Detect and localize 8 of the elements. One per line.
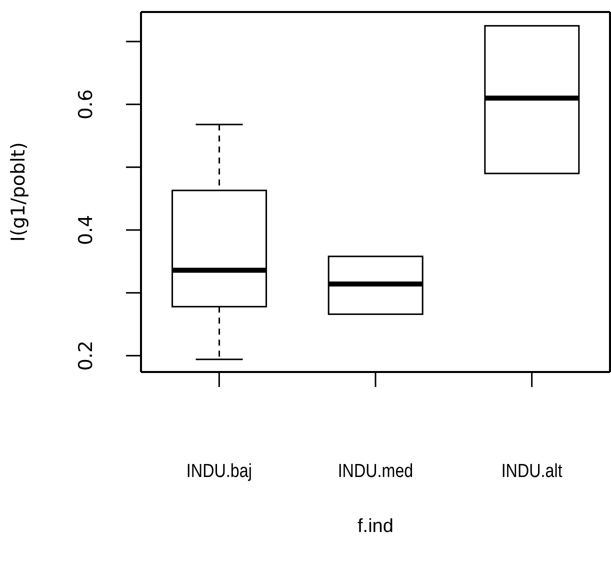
x-tick-label: INDU.med: [338, 460, 414, 482]
y-tick-label: 0.6: [75, 89, 97, 120]
y-tick-label: 0.4: [75, 214, 97, 246]
y-axis-title: I(g1/poblt): [8, 142, 30, 242]
x-tick-label: INDU.alt: [501, 460, 562, 482]
x-tick-label: INDU.baj: [186, 460, 252, 482]
x-axis-title: f.ind: [358, 516, 394, 537]
y-tick-label: 0.2: [75, 340, 97, 371]
